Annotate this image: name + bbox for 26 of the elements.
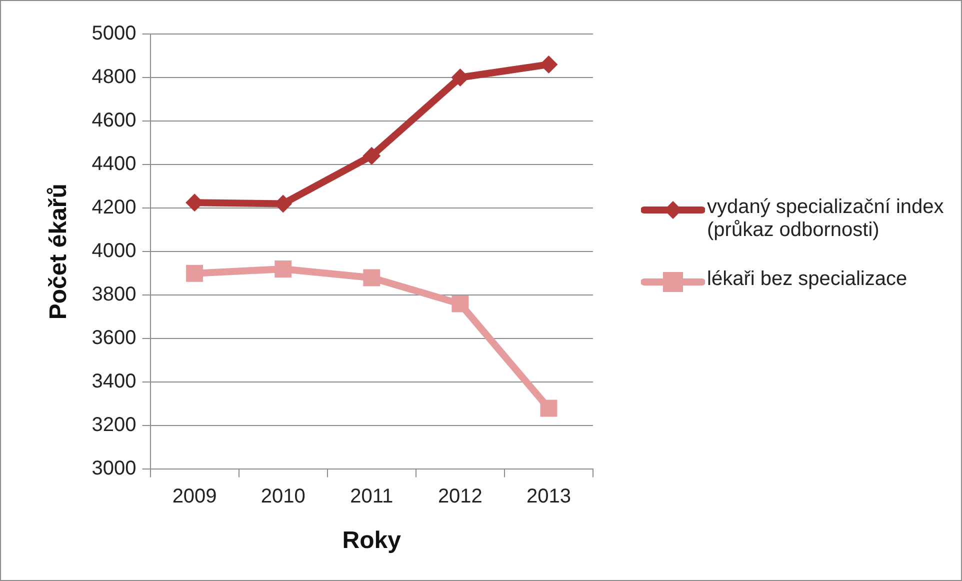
y-tick-label: 4800 xyxy=(92,66,136,88)
y-tick-label: 3400 xyxy=(92,370,136,393)
x-tick-label: 2009 xyxy=(172,486,217,508)
y-tick-label: 5000 xyxy=(92,22,136,45)
point xyxy=(452,295,469,312)
point xyxy=(363,269,380,286)
legend-label: vydaný specializační index (průkaz odbornosti) xyxy=(707,196,945,242)
point xyxy=(274,260,292,278)
x-tick-label: 2011 xyxy=(350,486,394,508)
y-tick-label: 3800 xyxy=(92,284,136,306)
legend-label: lékaři bez specializace xyxy=(707,268,908,291)
y-tick-label: 3600 xyxy=(92,327,136,350)
x-axis-title: Roky xyxy=(342,527,402,554)
point xyxy=(540,400,558,417)
x-tick-label: 2012 xyxy=(438,486,482,508)
y-tick-label: 3200 xyxy=(92,414,136,436)
point xyxy=(362,146,381,165)
y-tick-label: 4200 xyxy=(92,196,136,219)
y-tick-label: 4000 xyxy=(92,240,136,262)
x-tick-label: 2010 xyxy=(260,486,306,508)
y-axis-title: Počet ékařů xyxy=(45,184,72,320)
y-tick-label: 3000 xyxy=(92,458,136,480)
y-tick-label: 4400 xyxy=(92,153,136,176)
point xyxy=(186,264,204,282)
y-tick-label: 4600 xyxy=(92,110,136,132)
x-tick-label: 2013 xyxy=(526,486,571,508)
